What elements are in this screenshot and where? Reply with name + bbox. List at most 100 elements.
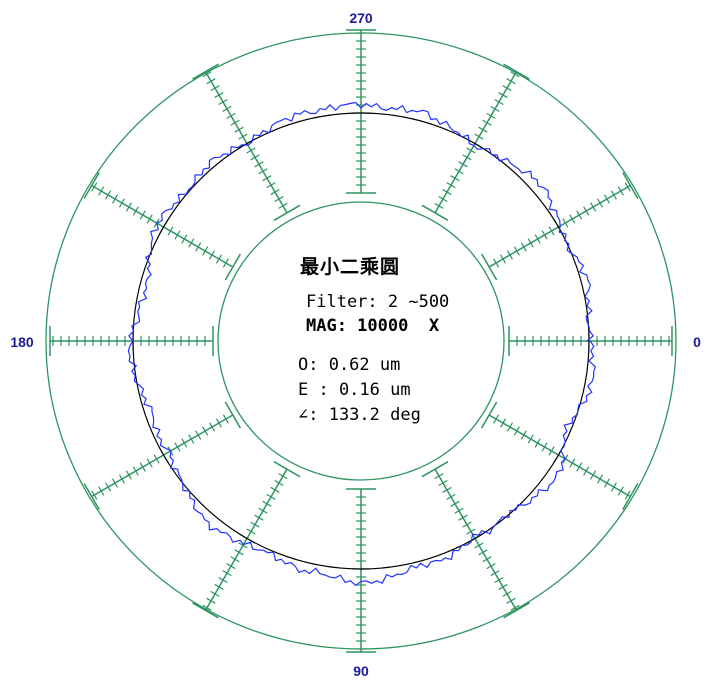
spoke-tick: [617, 186, 624, 196]
spoke-end-bar: [481, 253, 498, 281]
spoke-end-bar: [224, 401, 241, 429]
chart-title: 最小二乘圆: [300, 256, 401, 278]
spoke-tick: [500, 254, 507, 264]
spoke-tick: [202, 604, 212, 611]
spoke-tick: [548, 226, 555, 236]
spoke-tick: [500, 418, 507, 428]
spoke-tick: [262, 500, 272, 507]
spoke-tick: [139, 210, 146, 220]
spoke-tick: [266, 493, 276, 500]
spoke-tick: [222, 105, 232, 112]
spoke-tick: [527, 238, 534, 248]
spoke-tick: [195, 430, 202, 440]
spoke-tick: [442, 486, 452, 493]
spoke-tick: [434, 202, 444, 209]
spoke-tick: [250, 154, 260, 161]
spoke-tick: [98, 486, 105, 496]
spoke-tick: [478, 549, 488, 556]
spoke-tick: [174, 230, 181, 240]
spoke-tick: [98, 186, 105, 196]
spoke-tick: [498, 92, 508, 99]
spoke-tick: [226, 563, 236, 570]
spoke-tick: [534, 234, 541, 244]
spoke-tick: [583, 206, 590, 216]
spoke-tick: [490, 105, 500, 112]
spoke-tick: [250, 521, 260, 528]
spoke-tick: [527, 434, 534, 444]
spoke-tick: [210, 590, 220, 597]
spoke-tick: [91, 490, 98, 500]
spoke-tick: [486, 563, 496, 570]
spoke-tick: [105, 190, 112, 200]
spoke-end-bar: [503, 602, 530, 619]
spoke-tick: [206, 78, 216, 85]
spoke-tick: [195, 242, 202, 252]
spoke-tick: [450, 500, 460, 507]
spoke-tick: [112, 478, 119, 488]
spoke-tick: [222, 570, 232, 577]
spoke-end-bar: [83, 172, 100, 199]
spoke-tick: [254, 514, 264, 521]
spoke-tick: [215, 254, 222, 264]
spoke-tick: [112, 194, 119, 204]
spoke-tick: [246, 528, 256, 535]
spoke-tick: [513, 426, 520, 436]
spoke-tick: [270, 486, 280, 493]
spoke-tick: [226, 112, 236, 119]
spoke-tick: [254, 161, 264, 168]
spoke-tick: [132, 466, 139, 476]
spoke-tick: [274, 195, 284, 202]
angle-value: ∠: 133.2 deg: [298, 405, 421, 425]
spoke-tick: [597, 474, 604, 484]
spoke-tick: [181, 438, 188, 448]
spoke-end-bar: [481, 401, 498, 429]
spoke-tick: [125, 202, 132, 212]
spoke-tick: [478, 126, 488, 133]
spoke-tick: [502, 590, 512, 597]
spoke-tick: [617, 486, 624, 496]
spoke-end-bar: [622, 172, 639, 199]
spoke-tick: [91, 182, 98, 192]
angle-label-90: 90: [353, 663, 369, 679]
spoke-tick: [258, 168, 268, 175]
spoke-tick: [534, 438, 541, 448]
spoke-tick: [486, 112, 496, 119]
spoke-end-bar: [224, 253, 241, 281]
spoke-tick: [474, 542, 484, 549]
spoke-tick: [188, 434, 195, 444]
spoke-tick: [520, 430, 527, 440]
spoke-tick: [132, 206, 139, 216]
spoke-tick: [548, 446, 555, 456]
spoke-tick: [202, 71, 212, 78]
spoke-tick: [510, 71, 520, 78]
spoke-tick: [209, 422, 216, 432]
spoke-tick: [105, 482, 112, 492]
spoke-tick: [474, 133, 484, 140]
spoke-end-bar: [622, 483, 639, 510]
spoke-tick: [610, 482, 617, 492]
spoke-tick: [125, 470, 132, 480]
spoke-tick: [493, 258, 500, 268]
spoke-tick: [446, 493, 456, 500]
spoke-tick: [167, 226, 174, 236]
spoke-tick: [454, 168, 464, 175]
spoke-tick: [510, 604, 520, 611]
inner-circle: [217, 201, 505, 481]
spoke-tick: [230, 556, 240, 563]
spoke-tick: [569, 458, 576, 468]
spoke-tick: [181, 234, 188, 244]
spoke-tick: [215, 418, 222, 428]
spoke-tick: [490, 570, 500, 577]
spoke-tick: [466, 528, 476, 535]
spoke-tick: [278, 473, 288, 480]
roundness-profile-line: [127, 101, 596, 587]
spoke-end-bar: [192, 602, 219, 619]
spoke-tick: [597, 198, 604, 208]
spoke-tick: [458, 161, 468, 168]
spoke-end-bar: [421, 461, 449, 478]
spoke-tick: [214, 92, 224, 99]
spoke-end-bar: [273, 461, 301, 478]
spoke-tick: [458, 514, 468, 521]
spoke-tick: [506, 78, 516, 85]
